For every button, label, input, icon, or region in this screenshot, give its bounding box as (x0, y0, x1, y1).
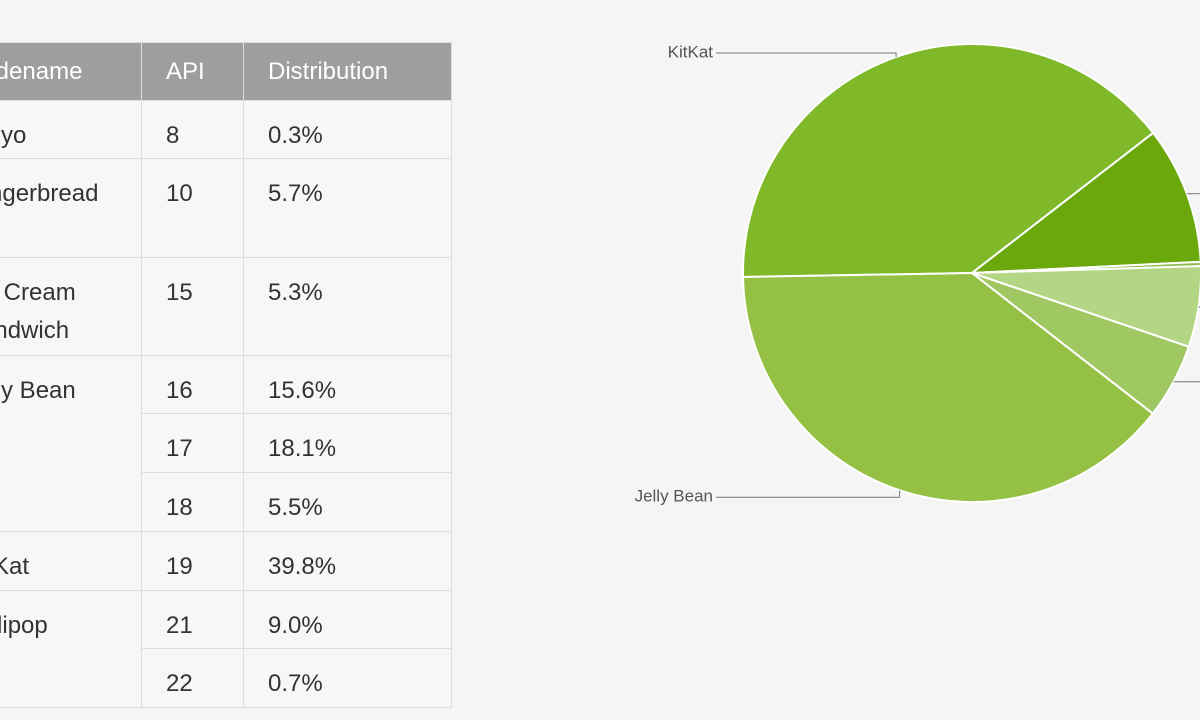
distribution-cell: 15.6% (243, 355, 452, 414)
pie-slice (742, 43, 1155, 279)
table-row: Lollipop219.0% (0, 590, 452, 708)
distribution-cell: 5.5% (243, 472, 452, 532)
slice-label: Jelly Bean (635, 487, 713, 506)
table-row: 22 0.7% (0, 648, 452, 708)
slice-label: KitKat (668, 42, 714, 61)
api-cell: 18 (141, 472, 244, 532)
codename-cell: KitKat (0, 531, 142, 591)
table-body: Froyo80.3%Gingerbread105.7%Ice Cream San… (0, 100, 452, 708)
table-row: 17 18.1% (0, 413, 452, 473)
column-header: API (141, 42, 244, 101)
api-cell: 8 (141, 100, 244, 159)
api-cell: 10 (141, 158, 244, 258)
api-cell: 21 (141, 590, 244, 649)
api-cell: 15 (141, 257, 244, 356)
codename-cell: Gingerbread (0, 158, 142, 258)
codename-cell: Froyo (0, 100, 142, 159)
distribution-cell: 18.1% (243, 413, 452, 473)
leader-line (716, 490, 901, 498)
distribution-cell: 9.0% (243, 590, 452, 649)
distribution-cell: 5.3% (243, 257, 452, 356)
pie-slice (742, 271, 1155, 503)
table-row: Gingerbread105.7% (0, 158, 452, 258)
table-row: Froyo80.3% (0, 100, 452, 159)
codename-cell: Ice Cream Sandwich (0, 257, 142, 356)
header-row: CodenameAPIDistribution (0, 42, 452, 101)
api-cell: 19 (141, 531, 244, 591)
codename-cell: Lollipop (0, 590, 142, 708)
column-header: Distribution (243, 42, 452, 101)
table-row: Ice Cream Sandwich155.3% (0, 257, 452, 356)
column-header: Codename (0, 42, 142, 101)
api-cell: 22 (141, 648, 244, 708)
distribution-cell: 5.7% (243, 158, 452, 258)
distribution-table: CodenameAPIDistribution Froyo80.3%Ginger… (0, 42, 452, 708)
leader-line (716, 52, 897, 57)
table-row: KitKat1939.8% (0, 531, 452, 591)
codename-cell: Jelly Bean (0, 355, 142, 532)
distribution-cell: 0.7% (243, 648, 452, 708)
distribution-cell: 39.8% (243, 531, 452, 591)
table-row: 18 5.5% (0, 472, 452, 532)
